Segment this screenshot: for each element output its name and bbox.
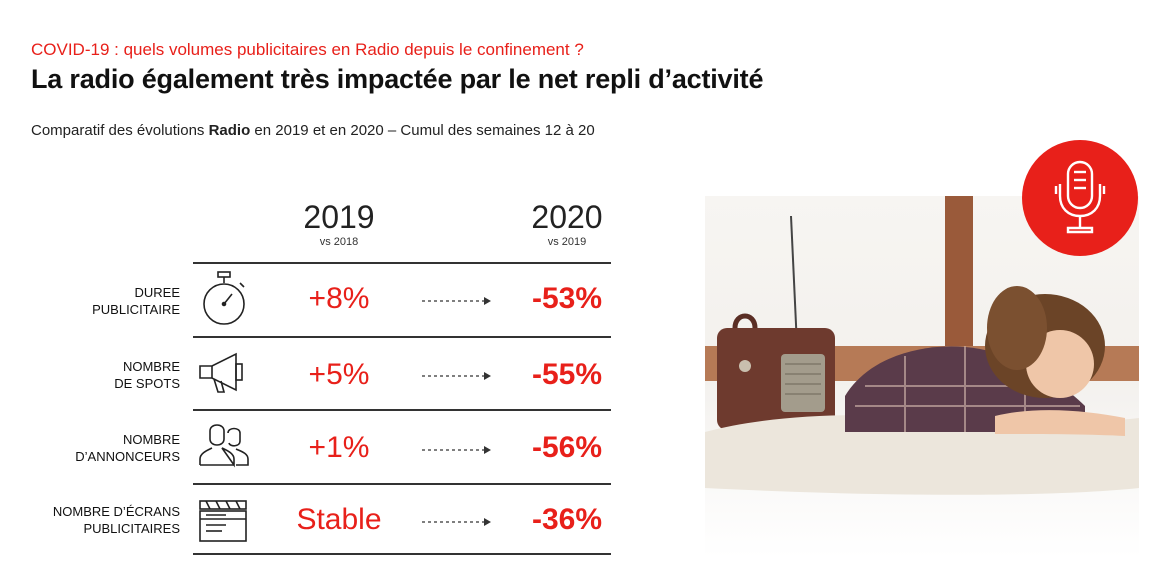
kicker-text: COVID-19 : quels volumes publicitaires e… [31, 40, 584, 59]
page-title: La radio également très impactée par le … [31, 64, 764, 94]
megaphone-icon [196, 344, 252, 404]
value-2019: +5% [308, 358, 370, 391]
metric-row-spots: NOMBRE DE SPOTS +5% -55% [0, 338, 620, 410]
microphone-icon [1054, 160, 1106, 234]
divider [193, 483, 611, 485]
row-label: NOMBRE D’ANNONCEURS [75, 432, 180, 464]
row-label: DUREE PUBLICITAIRE [92, 285, 180, 317]
radio-photo [705, 196, 1139, 558]
row-label: NOMBRE DE SPOTS [114, 359, 180, 391]
microphone-badge [1022, 140, 1138, 256]
column-header-2019: 2019 vs 2018 [264, 200, 414, 248]
divider [193, 553, 611, 555]
row-label: NOMBRE D’ÉCRANS PUBLICITAIRES [52, 504, 180, 536]
value-2020: -36% [531, 503, 603, 536]
divider [193, 262, 611, 264]
column-year: 2019 [303, 199, 375, 235]
column-vs: vs 2018 [319, 236, 359, 248]
column-header-2020: 2020 vs 2019 [492, 200, 642, 248]
arrow-icon [420, 294, 492, 306]
column-year: 2020 [531, 199, 603, 235]
value-2019: +8% [308, 282, 370, 315]
arrow-icon [420, 515, 492, 527]
subtitle: Comparatif des évolutions Radio en 2019 … [31, 122, 595, 139]
value-2020: -55% [531, 358, 603, 391]
value-2019: +1% [308, 431, 370, 464]
column-vs: vs 2019 [547, 236, 587, 248]
metric-row-duree: DUREE PUBLICITAIRE +8% -53% [0, 264, 620, 336]
value-2020: -53% [531, 282, 603, 315]
arrow-icon [420, 443, 492, 455]
stopwatch-icon [196, 268, 252, 328]
metric-row-annonceurs: NOMBRE D’ANNONCEURS +1% -56% [0, 411, 620, 483]
divider [193, 409, 611, 411]
arrow-icon [420, 369, 492, 381]
divider [193, 336, 611, 338]
clapperboard-icon [196, 493, 252, 553]
value-2019: Stable [296, 503, 382, 536]
value-2020: -56% [531, 431, 603, 464]
people-icon [196, 417, 252, 477]
metric-row-ecrans: NOMBRE D’ÉCRANS PUBLICITAIRES Stable -36% [0, 485, 620, 557]
